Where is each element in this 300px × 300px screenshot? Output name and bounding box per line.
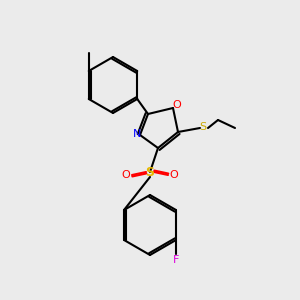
Text: O: O — [169, 170, 178, 180]
Text: S: S — [200, 122, 207, 132]
Text: S: S — [146, 166, 154, 178]
Text: F: F — [173, 255, 179, 265]
Text: O: O — [122, 170, 130, 180]
Text: N: N — [133, 129, 141, 139]
Text: O: O — [172, 100, 182, 110]
